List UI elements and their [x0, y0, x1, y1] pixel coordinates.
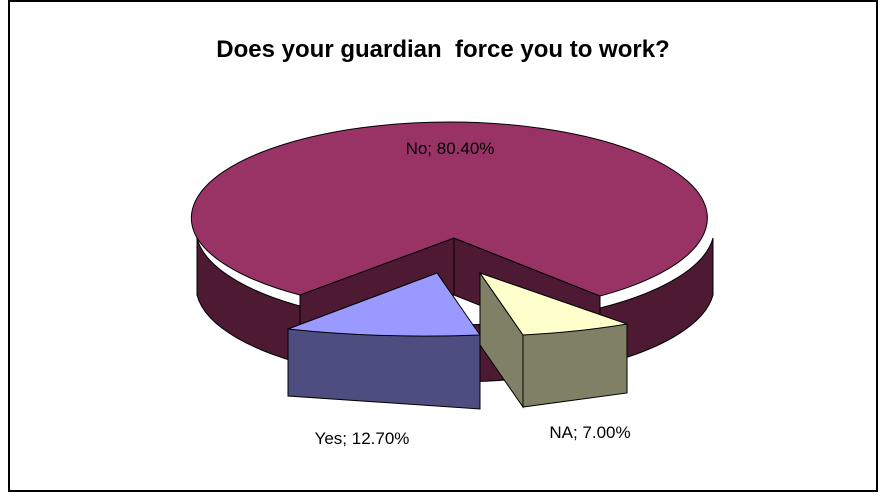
- pie-chart: No; 80.40% Yes; 12.70% NA; 7.00%: [190, 121, 714, 448]
- slice-na-side: [522, 323, 628, 408]
- chart-frame: Does your guardian force you to work? No…: [8, 0, 878, 492]
- slice-no-top: [190, 121, 708, 297]
- slice-yes-top: [287, 272, 481, 337]
- data-label-na: NA; 7.00%: [549, 423, 630, 442]
- slice-na-top: [478, 272, 628, 336]
- data-label-yes: Yes; 12.70%: [315, 429, 410, 448]
- data-label-no: No; 80.40%: [406, 139, 495, 158]
- slice-yes-side: [287, 328, 481, 410]
- slice-no-side-right: [599, 237, 714, 366]
- chart-title: Does your guardian force you to work?: [216, 36, 670, 63]
